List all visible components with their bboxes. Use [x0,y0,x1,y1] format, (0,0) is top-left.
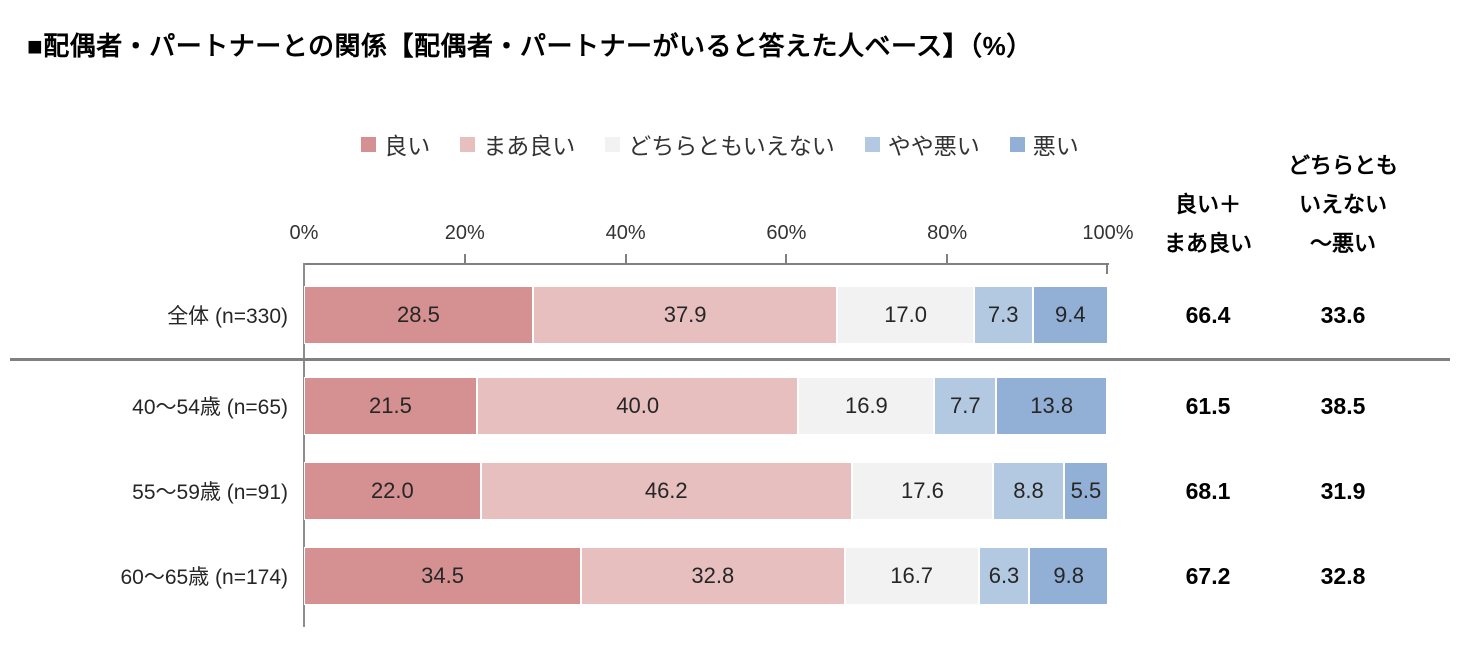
bar-segment: 32.8 [581,547,845,605]
summary-value-bad: 38.5 [1320,392,1366,419]
legend-item: 悪い [1009,127,1079,161]
summary-value-bad: 31.9 [1320,477,1366,504]
legend-item: どちらともいえない [605,127,835,161]
legend: 良い まあ良い どちらともいえない やや悪い 悪い [0,126,1440,162]
bar-segment: 8.8 [993,462,1064,520]
x-tick-label: 100% [1082,222,1134,244]
bar-segment: 34.5 [304,547,582,605]
summary-value-good: 68.1 [1185,477,1231,504]
bar-segment: 5.5 [1063,462,1108,520]
bar-segment: 28.5 [304,286,533,344]
summary-header-bad: どちらとも いえない 〜悪い [1287,153,1398,256]
legend-label: 良い [384,133,431,159]
bar-segment: 22.0 [304,462,481,520]
x-tick-label: 20% [444,222,485,244]
summary-value-bad: 32.8 [1320,562,1366,589]
total-row-divider [10,358,1450,361]
legend-swatch-icon [605,136,621,152]
stacked-bar: 21.5 40.0 16.9 7.7 13.8 [304,377,1108,435]
row-label: 全体 (n=330) [167,305,288,328]
legend-item: やや悪い [864,127,980,161]
stacked-bar: 22.0 46.2 17.6 8.8 5.5 [304,462,1108,520]
bar-segment: 46.2 [480,462,852,520]
legend-swatch-icon [361,136,377,152]
bar-segment: 13.8 [996,377,1108,435]
table-row: 40〜54歳 (n=65) 21.5 40.0 16.9 7.7 13.8 61.5 3… [0,377,1460,435]
stacked-bar: 34.5 32.8 16.7 6.3 9.8 [304,547,1108,605]
stacked-bar: 28.5 37.9 17.0 7.3 9.4 [304,286,1109,344]
bar-segment: 40.0 [476,377,799,435]
bar-segment: 21.5 [304,377,477,435]
legend-swatch-icon [1009,136,1025,152]
x-tick-label: 80% [927,222,968,244]
bar-segment: 16.7 [844,547,979,605]
bar-segment: 6.3 [978,547,1030,605]
legend-item: 良い [361,127,430,161]
legend-swatch-icon [460,136,476,152]
y-axis-line [303,263,305,627]
bar-segment: 37.9 [532,286,838,344]
summary-value-good: 66.4 [1185,301,1231,328]
bar-segment: 17.6 [851,462,994,520]
legend-label: まあ良い [483,133,576,159]
bar-segment: 16.9 [798,377,935,435]
x-tick-label: 60% [766,222,807,244]
legend-swatch-icon [864,136,880,152]
x-tick-mark [1106,265,1108,274]
x-tick-label: 40% [605,222,646,244]
legend-label: やや悪い [887,133,980,159]
legend-label: どちらともいえない [628,133,835,159]
row-label: 55〜59歳 (n=91) [132,481,288,504]
bar-segment: 7.7 [934,377,997,435]
table-row: 全体 (n=330) 28.5 37.9 17.0 7.3 9.4 66.4 33.6 [0,286,1460,344]
x-axis-line [304,263,1109,265]
x-tick-mark [463,254,466,263]
row-label: 60〜65歳 (n=174) [120,566,288,589]
legend-label: 悪い [1032,133,1079,159]
summary-value-good: 61.5 [1185,392,1231,419]
legend-item: まあ良い [460,127,575,161]
summary-value-bad: 33.6 [1320,301,1366,328]
table-row: 55〜59歳 (n=91) 22.0 46.2 17.6 8.8 5.5 68.1 31… [0,462,1460,520]
x-tick-mark [946,254,949,263]
table-row: 60〜65歳 (n=174) 34.5 32.8 16.7 6.3 9.8 67.2 3… [0,547,1460,605]
chart-title: ■配偶者・パートナーとの関係【配偶者・パートナーがいると答えた人ベース】（%） [27,31,1033,61]
x-tick-mark [624,254,627,263]
bar-segment: 7.3 [973,286,1033,344]
row-label: 40〜54歳 (n=65) [132,396,288,419]
summary-value-good: 67.2 [1185,562,1231,589]
bar-segment: 9.4 [1032,286,1109,344]
x-tick-mark [785,254,788,263]
x-tick-label: 0% [289,222,319,244]
summary-header-good: 良い＋ まあ良い [1163,192,1252,256]
bar-segment: 9.8 [1029,547,1108,605]
bar-segment: 17.0 [837,286,974,344]
